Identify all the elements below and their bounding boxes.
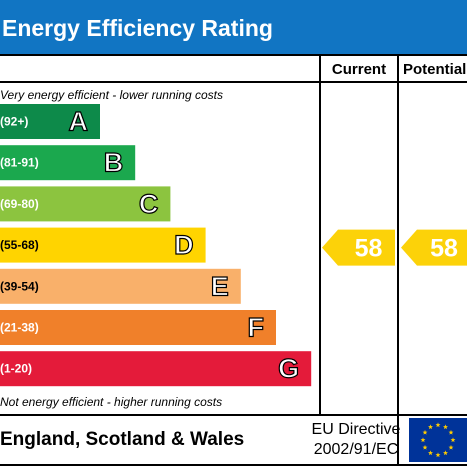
column-current-header: Current: [332, 61, 386, 78]
band-bar: [0, 310, 276, 345]
flag-star: [443, 450, 448, 456]
band-letter: F: [248, 313, 265, 343]
band-d: (55-68) D: [0, 227, 206, 263]
band-bar: [0, 227, 206, 263]
band-letter: A: [69, 107, 89, 137]
flag-star: [428, 424, 433, 430]
current-rating-marker: 58: [322, 229, 395, 266]
flag-star: [450, 437, 456, 443]
directive-line-1: EU Directive: [312, 421, 401, 438]
potential-rating-marker-arrow: [401, 229, 467, 266]
rating-markers: 58 58: [322, 229, 467, 266]
band-letter: E: [211, 271, 229, 301]
band-letter: B: [104, 148, 124, 178]
band-g: (1-20) G: [0, 351, 312, 387]
flag-star: [448, 444, 454, 450]
band-f: (21-38) F: [0, 310, 276, 345]
potential-rating-marker: 58: [401, 229, 467, 266]
band-range: (92+): [0, 115, 28, 129]
band-range: (21-38): [0, 321, 39, 335]
flag-star: [420, 437, 426, 443]
flag-star: [422, 444, 428, 450]
band-range: (1-20): [0, 362, 32, 376]
band-b: (81-91) B: [0, 145, 136, 181]
band-bar: [0, 145, 136, 181]
band-range: (55-68): [0, 238, 39, 252]
band-range: (69-80): [0, 197, 39, 211]
directive-line-2: 2002/91/EC: [314, 441, 399, 458]
current-rating-marker-value: 58: [355, 235, 383, 263]
efficient-note: Very energy efficient - lower running co…: [0, 88, 223, 102]
band-range: (81-91): [0, 156, 39, 170]
band-e: (39-54) E: [0, 268, 241, 304]
band-letter: C: [139, 189, 159, 219]
eu-flag-icon: [409, 418, 467, 462]
flag-star: [428, 450, 433, 456]
current-rating-marker-arrow: [322, 229, 395, 266]
flag-star: [435, 452, 441, 458]
rating-bands: (92+) A (81-91) B (69-80) C (55-68) D (39-54) E (2…: [0, 104, 312, 387]
flag-star: [443, 424, 448, 430]
band-range: (39-54): [0, 279, 39, 293]
flag-star: [448, 429, 454, 435]
potential-rating-marker-value: 58: [430, 235, 458, 263]
chart-frame: [0, 54, 467, 466]
chart-header: [0, 0, 467, 54]
chart-title: Energy Efficiency Rating: [2, 15, 273, 41]
band-bar: [0, 351, 312, 387]
flag-star: [435, 422, 441, 428]
band-bar: [0, 268, 241, 304]
band-letter: G: [278, 354, 299, 384]
band-c: (69-80) C: [0, 186, 171, 222]
flag-star: [422, 429, 428, 435]
region-label: England, Scotland & Wales: [0, 429, 244, 450]
inefficient-note: Not energy efficient - higher running co…: [0, 395, 222, 409]
band-bar: [0, 104, 100, 139]
column-potential-header: Potential: [403, 61, 466, 78]
band-a: (92+) A: [0, 104, 100, 139]
band-bar: [0, 186, 171, 222]
band-letter: D: [174, 230, 194, 260]
